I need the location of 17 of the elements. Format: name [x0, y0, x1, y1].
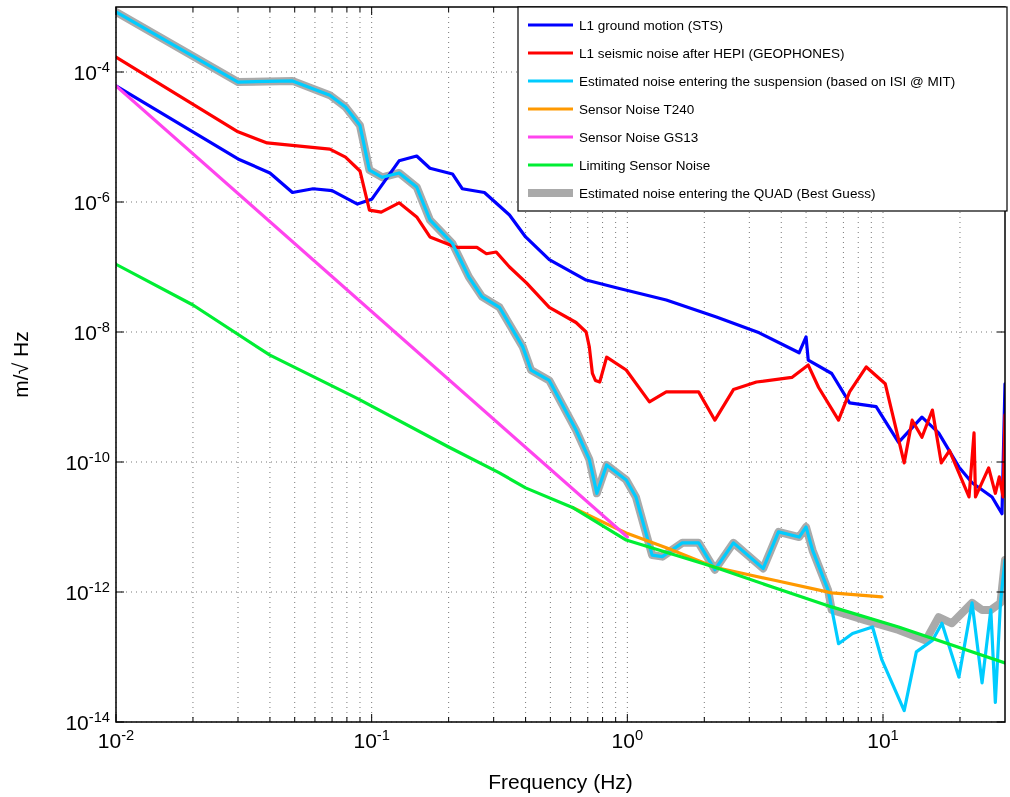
legend-label: Estimated noise entering the QUAD (Best Guess) [579, 186, 876, 201]
y-axis-title: m/√ Hz [9, 331, 32, 398]
legend-label: Estimated noise entering the suspension (based on ISI @ MIT) [579, 74, 956, 89]
legend-label: Limiting Sensor Noise [579, 158, 711, 173]
x-axis-title: Frequency (Hz) [488, 770, 633, 793]
y-tick-label: 10$^{-4}$ [73, 59, 110, 84]
legend-label: L1 seismic noise after HEPI (GEOPHONES) [579, 46, 845, 61]
x-tick-label: 10$^{0}$ [611, 727, 644, 752]
y-tick-label: 10$^{-8}$ [73, 319, 110, 344]
legend-label: Sensor Noise T240 [579, 102, 695, 117]
x-tick-label: 10$^{1}$ [867, 727, 899, 752]
x-tick-label: 10$^{-1}$ [353, 727, 390, 752]
legend-label: Sensor Noise GS13 [579, 130, 699, 145]
y-tick-label: 10$^{-10}$ [65, 449, 110, 474]
y-tick-label: 10$^{-6}$ [73, 189, 110, 214]
y-tick-label: 10$^{-12}$ [65, 579, 110, 604]
legend-label: L1 ground motion (STS) [579, 18, 724, 33]
